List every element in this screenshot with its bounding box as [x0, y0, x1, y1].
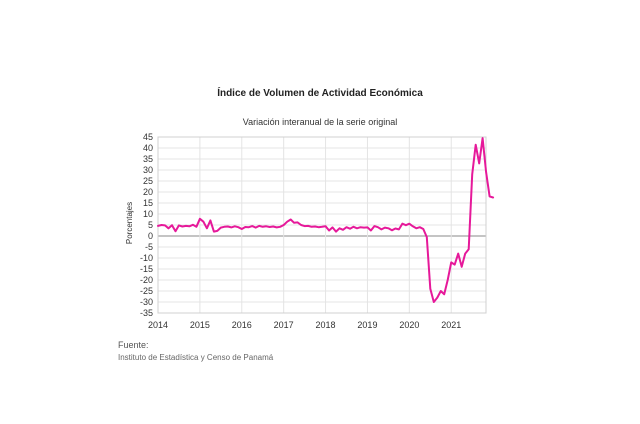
x-tick-label: 2019	[357, 320, 377, 330]
y-tick-label: 10	[143, 209, 153, 219]
y-tick-label: 45	[143, 132, 153, 142]
x-tick-label: 2020	[399, 320, 419, 330]
y-tick-label: -5	[145, 242, 153, 252]
y-tick-label: -35	[140, 308, 153, 318]
chart-subtitle: Variación interanual de la serie origina…	[242, 117, 398, 127]
y-tick-label: 35	[143, 154, 153, 164]
x-tick-label: 2016	[232, 320, 252, 330]
x-tick-label: 2014	[148, 320, 168, 330]
y-tick-label: -10	[140, 253, 153, 263]
x-tick-label: 2015	[190, 320, 210, 330]
y-tick-label: 15	[143, 198, 153, 208]
x-tick-label: 2018	[316, 320, 336, 330]
y-tick-label: 25	[143, 176, 153, 186]
y-axis-label: Porcentajes	[125, 202, 134, 244]
x-tick-label: 2017	[274, 320, 294, 330]
y-tick-label: -30	[140, 297, 153, 307]
y-tick-label: -20	[140, 275, 153, 285]
y-tick-label: -15	[140, 264, 153, 274]
source-heading: Fuente:	[118, 340, 149, 350]
y-tick-label: 30	[143, 165, 153, 175]
series-line	[157, 137, 495, 303]
x-tick-label: 2021	[441, 320, 461, 330]
y-tick-label: -25	[140, 286, 153, 296]
source-text: Instituto de Estadística y Censo de Pana…	[118, 353, 274, 362]
y-tick-label: 5	[148, 220, 153, 230]
y-tick-label: 40	[143, 143, 153, 153]
chart-title: Índice de Volumen de Actividad Económica	[217, 88, 423, 99]
y-tick-label: 0	[148, 231, 153, 241]
y-tick-label: 20	[143, 187, 153, 197]
